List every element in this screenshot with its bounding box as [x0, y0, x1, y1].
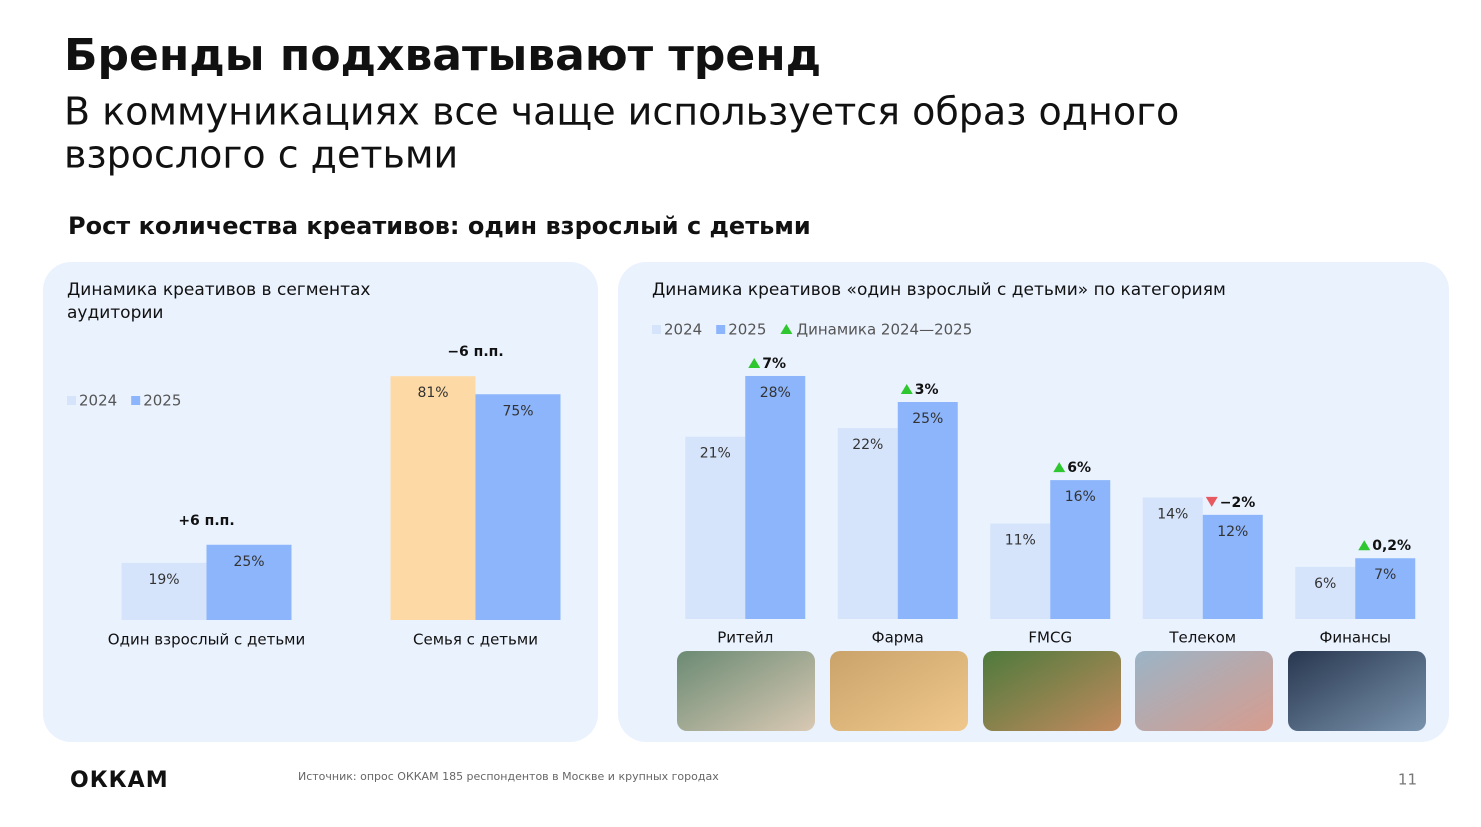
photo — [1135, 651, 1273, 731]
value-label: 19% — [148, 572, 179, 588]
bar — [897, 402, 958, 619]
value-label: 11% — [1005, 533, 1036, 549]
bar — [1142, 497, 1203, 619]
value-label: 81% — [417, 385, 448, 401]
photo — [830, 651, 968, 731]
legend-swatch — [716, 325, 726, 334]
bar — [745, 375, 806, 619]
legend-label: Динамика 2024—2025 — [796, 321, 972, 339]
value-label: 14% — [1157, 506, 1188, 522]
delta-arrow — [1053, 462, 1066, 473]
panel-title: аудитории — [67, 303, 163, 323]
photo — [677, 651, 815, 731]
delta-arrow — [1205, 496, 1218, 507]
delta-arrow — [900, 384, 913, 394]
legend-swatch — [67, 396, 76, 405]
bar — [1355, 558, 1416, 619]
legend-label: 2024 — [664, 321, 702, 339]
value-label: 25% — [233, 554, 264, 570]
photos — [677, 651, 1426, 731]
bar — [390, 376, 476, 620]
category-label: Телеком — [1168, 629, 1236, 647]
value-label: 25% — [912, 411, 943, 427]
legend-swatch — [652, 325, 661, 334]
bar — [1295, 566, 1356, 619]
value-label: 12% — [1217, 524, 1248, 540]
source: Источник: опрос ОККАМ 185 респондентов в… — [298, 770, 719, 783]
logo: ОККАМ — [70, 768, 169, 793]
bar — [475, 394, 561, 620]
category-label: Финансы — [1319, 629, 1391, 647]
legend-label: 2025 — [143, 392, 181, 410]
value-label: 28% — [760, 385, 791, 401]
category-label: Фарма — [872, 629, 924, 647]
category-label: FMCG — [1028, 629, 1072, 647]
legend-arrow — [780, 324, 793, 334]
annotation: −6 п.п. — [447, 344, 503, 360]
title: Бренды подхватывают тренд — [64, 30, 821, 81]
value-label: 21% — [700, 446, 731, 462]
value-label: 22% — [852, 437, 883, 453]
value-label: 7% — [1374, 567, 1396, 583]
bar — [837, 428, 898, 619]
category-label: Семья с детьми — [413, 631, 538, 649]
delta-label: −2% — [1220, 495, 1256, 511]
photo — [983, 651, 1121, 731]
value-label: 6% — [1314, 576, 1336, 592]
page-number: 11 — [1398, 771, 1417, 789]
delta-label: 0,2% — [1372, 538, 1411, 554]
delta-arrow — [1358, 540, 1371, 551]
bar — [1202, 514, 1263, 619]
subtitle: В коммуникациях все чаще используется об… — [64, 90, 1179, 134]
value-label: 75% — [502, 403, 533, 419]
photo — [1288, 651, 1426, 731]
section-title: Рост количества креативов: один взрослый… — [68, 212, 811, 240]
subtitle: взрослого с детьми — [64, 133, 458, 177]
legend-swatch — [131, 396, 141, 405]
bar — [1050, 480, 1111, 619]
category-label: Один взрослый с детьми — [108, 631, 305, 649]
delta-label: 3% — [915, 382, 939, 398]
bar — [990, 523, 1051, 619]
annotation: +6 п.п. — [178, 513, 234, 529]
category-label: Ритейл — [717, 629, 773, 647]
delta-arrow — [748, 357, 761, 368]
bar — [121, 562, 207, 620]
panel — [618, 262, 1449, 742]
legend-label: 2025 — [728, 321, 766, 339]
panel-title: Динамика креативов в сегментах — [67, 280, 371, 300]
bar — [685, 436, 746, 619]
value-label: 16% — [1065, 489, 1096, 505]
panel-title: Динамика креативов «один взрослый с деть… — [652, 280, 1226, 300]
bar — [206, 544, 292, 620]
delta-label: 6% — [1067, 460, 1091, 476]
delta-label: 7% — [762, 356, 786, 372]
legend-label: 2024 — [79, 392, 117, 410]
